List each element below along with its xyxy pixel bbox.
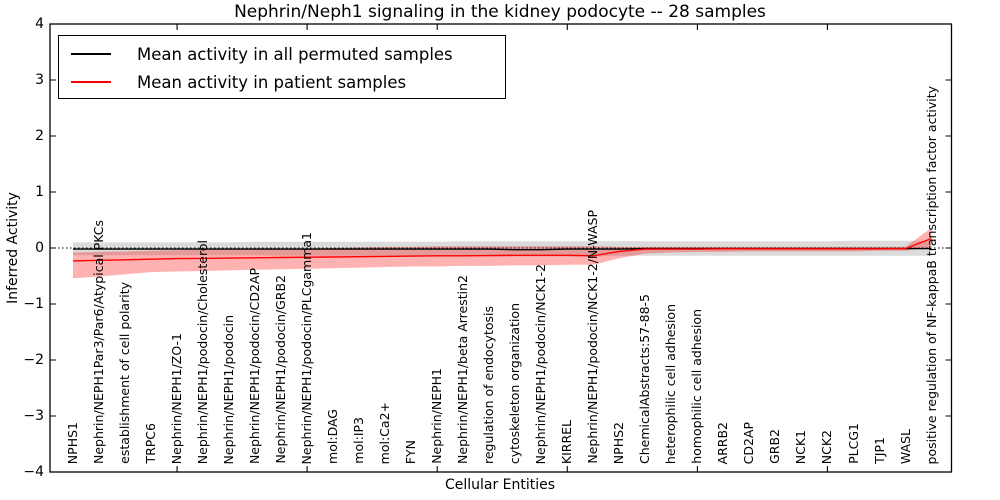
x-category-label: Nephrin/NEPH1/podocin/NCK1-2/N-WASP <box>585 210 601 464</box>
x-category-label: Nephrin/NEPH1/podocin/CD2AP <box>247 267 263 464</box>
x-axis-label: Cellular Entities <box>444 477 556 493</box>
x-category-label: CD2AP <box>741 421 757 464</box>
x-category-label: Nephrin/NEPH1/beta Arrestin2 <box>455 275 471 464</box>
legend-item-permuted: Mean activity in all permuted samples <box>59 40 505 68</box>
x-category-label: positive regulation of NF-kappaB transcr… <box>923 85 939 464</box>
x-category-label: ChemicalAbstracts:57-88-5 <box>637 294 653 464</box>
x-category-label: mol:DAG <box>325 409 341 464</box>
x-category-label: ARRB2 <box>715 421 731 464</box>
x-category-label: TRPC6 <box>143 423 158 464</box>
legend: Mean activity in all permuted samples Me… <box>58 35 506 99</box>
y-tick-label: −2 <box>23 352 44 368</box>
y-tick-label: 3 <box>35 72 44 88</box>
x-category-label: Nephrin/NEPH1/podocin/PLCgamma1 <box>299 231 315 464</box>
x-category-label: PLCG1 <box>845 423 861 464</box>
x-category-label: regulation of endocytosis <box>481 306 497 464</box>
x-category-label: homophilic cell adhesion <box>689 309 705 464</box>
x-category-label: GRB2 <box>767 429 783 464</box>
x-category-label: Nephrin/NEPH1/podocin <box>221 314 237 464</box>
x-category-label: mol:Ca2+ <box>377 401 393 464</box>
legend-item-patient: Mean activity in patient samples <box>59 68 505 96</box>
x-category-label: NCK2 <box>819 429 835 464</box>
legend-label-permuted: Mean activity in all permuted samples <box>137 44 453 64</box>
y-tick-label: 4 <box>35 16 44 32</box>
y-tick-label: −3 <box>23 408 44 424</box>
x-category-label: Nephrin/NEPH1/podocin/GRB2 <box>273 275 289 464</box>
x-category-label: heterophilic cell adhesion <box>663 303 679 464</box>
x-category-label: Nephrin/NEPH1/podocin/NCK1-2 <box>533 263 549 464</box>
legend-label-patient: Mean activity in patient samples <box>137 72 407 92</box>
x-category-label: establishment of cell polarity <box>117 282 132 464</box>
y-tick-label: 2 <box>35 128 44 144</box>
x-category-label: KIRREL <box>559 419 575 464</box>
x-category-label: Nephrin/NEPH1/ZO-1 <box>169 332 185 464</box>
x-category-label: TJP1 <box>871 437 887 464</box>
y-tick-label: −4 <box>23 464 44 480</box>
x-category-label: WASL <box>897 428 913 464</box>
y-tick-label: 1 <box>35 184 44 200</box>
x-category-label: NPHS2 <box>611 421 627 464</box>
x-category-label: Nephrin/NEPH1Par3/Par6/Atypical PKCs <box>91 220 106 464</box>
x-category-label: Nephrin/NEPH1 <box>429 368 445 464</box>
x-category-label: FYN <box>403 439 419 464</box>
chart-title: Nephrin/Neph1 signaling in the kidney po… <box>234 2 766 22</box>
y-tick-label: −1 <box>23 296 44 312</box>
x-category-label: mol:IP3 <box>351 417 367 464</box>
legend-line-permuted-sample <box>71 53 111 55</box>
legend-line-patient-sample <box>71 81 111 83</box>
x-category-label: NCK1 <box>793 429 809 464</box>
x-category-label: Nephrin/NEPH1/podocin/Cholesterol <box>195 239 211 464</box>
y-tick-label: 0 <box>35 240 44 256</box>
x-category-label: NPHS1 <box>65 421 80 464</box>
x-category-label: cytoskeleton organization <box>507 302 523 464</box>
